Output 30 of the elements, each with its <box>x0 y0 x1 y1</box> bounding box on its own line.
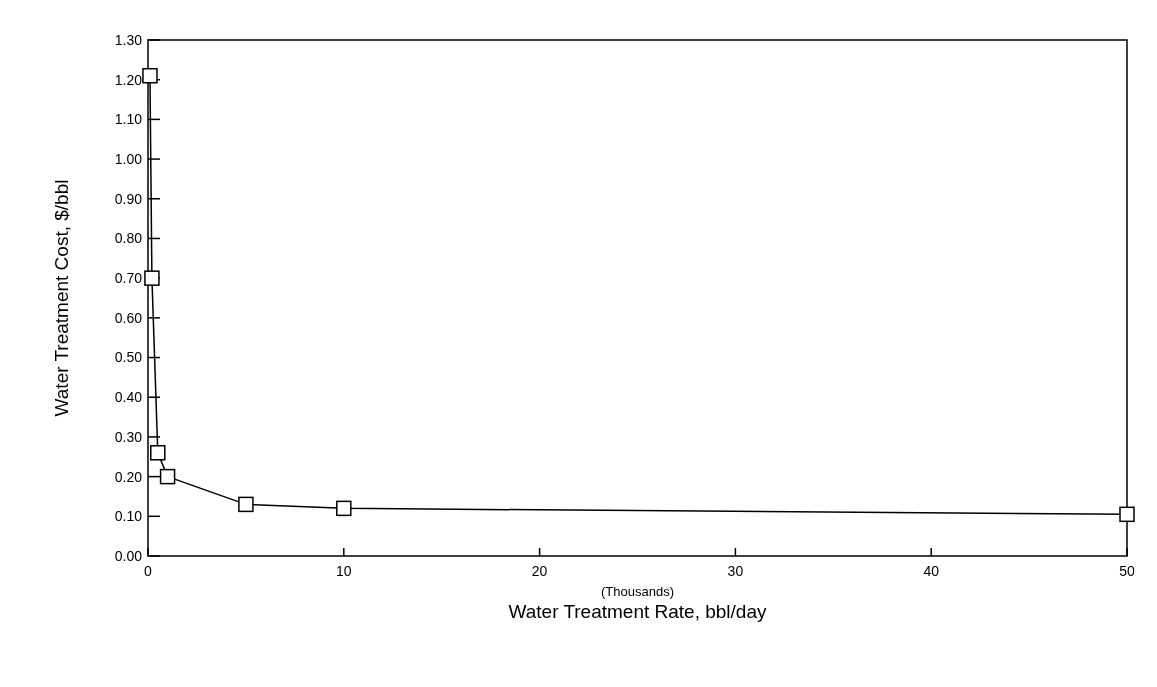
y-tick-label: 1.20 <box>114 71 143 88</box>
x-tick-label: 10 <box>336 563 352 579</box>
y-tick-label: 0.10 <box>114 508 143 525</box>
x-tick-label: 0 <box>144 563 153 579</box>
x-tick-label: 30 <box>727 563 744 579</box>
point <box>144 270 160 286</box>
y-tick-label: 0.90 <box>114 190 143 207</box>
point <box>150 445 166 461</box>
point <box>142 67 158 84</box>
y-tick-label: 0.00 <box>114 547 143 564</box>
y-tick-label: 1.00 <box>114 150 143 167</box>
y-tick-label: 1.10 <box>114 111 143 128</box>
y-tick-label: 0.50 <box>114 349 143 366</box>
y-tick-label: 0.60 <box>114 309 143 326</box>
y-axis-title: Water Treatment Cost, $/bbl <box>51 179 72 417</box>
point <box>1119 506 1135 523</box>
y-tick-label: 0.70 <box>114 270 143 287</box>
y-tick-label: 0.20 <box>114 468 143 485</box>
x-tick-label: 20 <box>531 563 548 579</box>
y-tick-label: 1.30 <box>114 31 143 48</box>
y-tick-label: 0.80 <box>114 230 143 247</box>
x-axis-title: Water Treatment Rate, bbl/day <box>508 601 768 622</box>
y-tick-label: 0.30 <box>114 428 143 445</box>
x-tick-label: 40 <box>923 563 940 579</box>
point <box>336 500 352 517</box>
text: (Thousands) <box>601 584 674 599</box>
x-tick-label: 50 <box>1119 563 1135 579</box>
point <box>159 468 176 485</box>
point <box>238 496 254 513</box>
y-tick-label: 0.40 <box>114 389 143 406</box>
